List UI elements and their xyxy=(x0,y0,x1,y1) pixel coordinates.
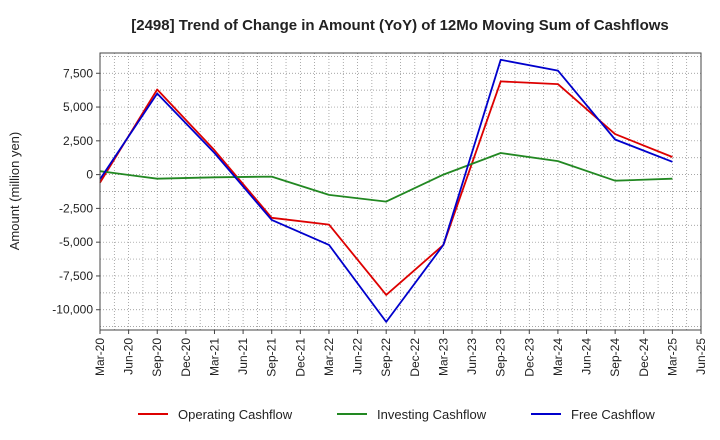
x-tick-label: Sep-23 xyxy=(494,338,508,377)
legend-label-investing-cashflow: Investing Cashflow xyxy=(377,407,487,422)
x-tick-label: Jun-21 xyxy=(236,338,250,375)
y-tick-label: -5,000 xyxy=(59,235,93,249)
x-tick-label: Jun-23 xyxy=(465,338,479,375)
chart-title: [2498] Trend of Change in Amount (YoY) o… xyxy=(131,17,669,34)
legend: Operating Cashflow Investing Cashflow Free… xyxy=(138,407,655,422)
grid-lines xyxy=(99,53,702,330)
legend-label-free-cashflow: Free Cashflow xyxy=(571,407,655,422)
y-axis-label: Amount (million yen) xyxy=(7,132,22,251)
series-line-investing-cashflow xyxy=(99,152,673,203)
x-tick-label: Jun-24 xyxy=(580,338,594,375)
x-tick-label: Mar-21 xyxy=(207,338,221,376)
x-tick-label: Mar-24 xyxy=(551,338,565,376)
x-tick-label: Dec-24 xyxy=(637,338,651,377)
y-tick-label: 2,500 xyxy=(63,134,93,148)
legend-label-operating-cashflow: Operating Cashflow xyxy=(178,407,293,422)
y-tick-labels: 7,500 5,000 2,500 0 -2,500 -5,000 -7,500 -10,00… xyxy=(52,66,100,317)
x-tick-label: Sep-20 xyxy=(150,338,164,377)
series-line-operating-cashflow xyxy=(99,80,673,296)
x-tick-label: Mar-20 xyxy=(93,338,107,376)
x-tick-label: Jun-22 xyxy=(351,338,365,375)
x-tick-label: Jun-25 xyxy=(694,338,708,375)
x-tick-label: Sep-24 xyxy=(608,338,622,377)
x-tick-label: Mar-23 xyxy=(436,338,450,376)
y-tick-label: 7,500 xyxy=(63,66,93,80)
x-tick-label: Dec-20 xyxy=(179,338,193,377)
x-tick-label: Sep-22 xyxy=(379,338,393,377)
y-tick-label: -7,500 xyxy=(59,269,93,283)
x-tick-label: Dec-21 xyxy=(293,338,307,377)
plot-frame xyxy=(99,52,702,331)
x-tick-labels: Mar-20 Jun-20 Sep-20 Dec-20 Mar-21 Jun-21 Sep-… xyxy=(93,330,708,377)
x-tick-label: Dec-22 xyxy=(408,338,422,377)
y-tick-label: -2,500 xyxy=(59,201,93,215)
x-tick-label: Mar-22 xyxy=(322,338,336,376)
y-tick-label: 0 xyxy=(86,168,93,182)
x-tick-label: Jun-20 xyxy=(122,338,136,375)
x-tick-label: Sep-21 xyxy=(265,338,279,377)
x-tick-label: Mar-25 xyxy=(665,338,679,376)
series-lines xyxy=(99,58,673,323)
y-tick-label: -10,000 xyxy=(52,303,93,317)
x-tick-label: Dec-23 xyxy=(522,338,536,377)
series-line-free-cashflow xyxy=(99,58,673,323)
y-tick-label: 5,000 xyxy=(63,100,93,114)
